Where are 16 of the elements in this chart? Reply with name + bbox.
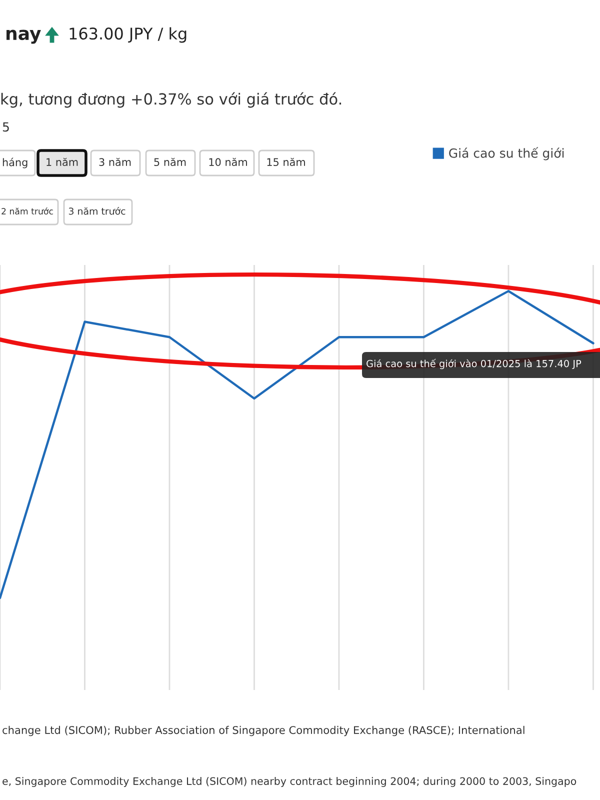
text: 15 năm <box>267 158 305 166</box>
text: 2 năm trước <box>2 207 53 214</box>
text: 5 năm <box>154 158 186 166</box>
text: 3 năm <box>99 158 131 166</box>
text: 3 năm trước <box>68 207 126 215</box>
text: nay <box>6 30 41 44</box>
text: 1 năm <box>46 158 78 166</box>
text: 10 năm <box>209 158 247 166</box>
text: kg, tương đương +0.37% so với giá trước đó. <box>1 92 342 108</box>
text: change Ltd (SICOM); Rubber Association of Singapore Commodity Exchange (RASCE); International <box>2 726 524 736</box>
text: e, Singapore Commodity Exchange Ltd (SICOM) nearby contract beginning 2004; during 2000 to 2003, Singapo <box>2 777 576 787</box>
legend-label: Giá cao su thế giới <box>449 147 564 160</box>
annotation: Giá cao su thế giới vào 01/2025 là 157.40 JP <box>366 358 582 370</box>
text: 5 <box>2 122 9 132</box>
text: háng <box>2 158 28 168</box>
text: 163.00 JPY / kg <box>70 27 186 43</box>
